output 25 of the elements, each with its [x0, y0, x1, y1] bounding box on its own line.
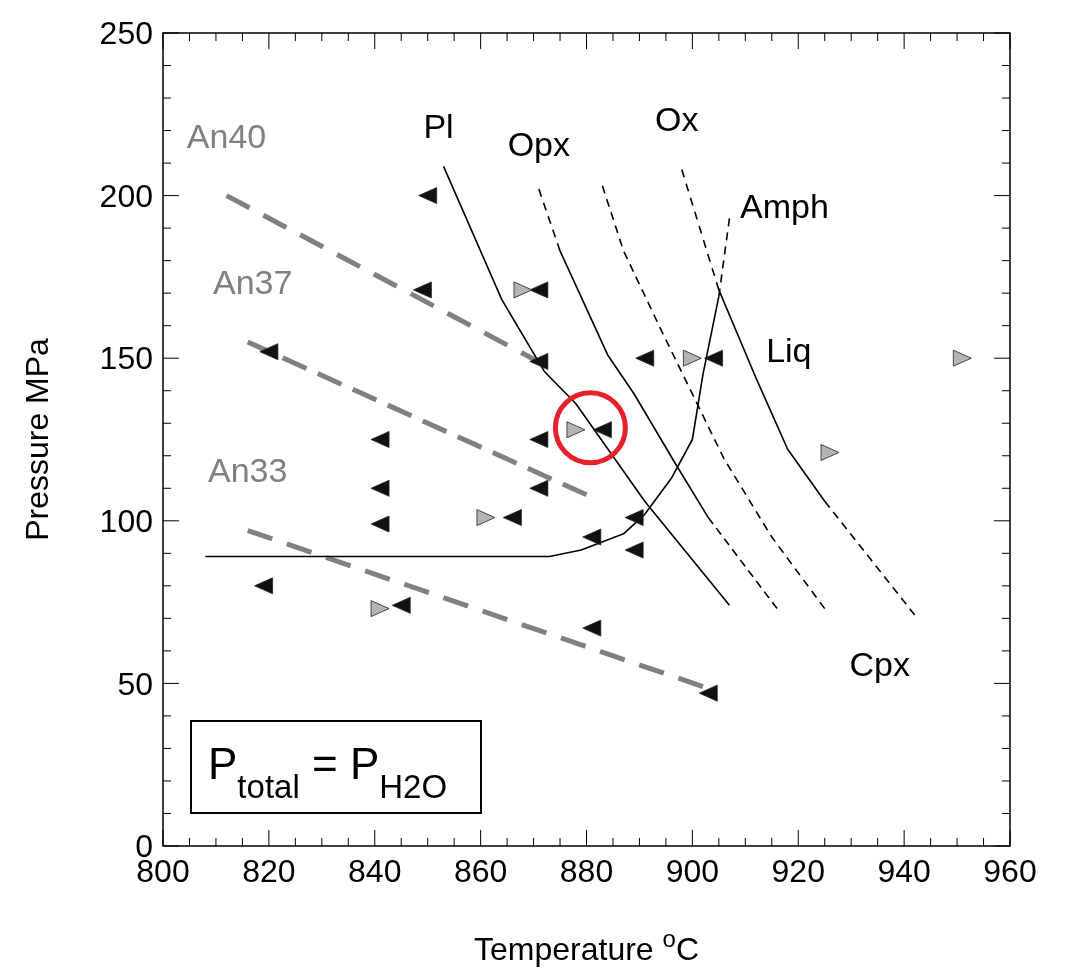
x-tick-label: 900	[665, 853, 720, 889]
annotation: Pl	[423, 107, 454, 146]
annotation: Ox	[655, 100, 699, 139]
y-tick-label: 150	[99, 340, 153, 377]
annotation: An37	[213, 262, 293, 301]
y-tick-label: 50	[117, 665, 153, 702]
annotation: P$_{total}$ = P$_{H2O}$	[208, 739, 448, 805]
x-tick-label: 880	[559, 853, 614, 889]
x-tick-label: 920	[771, 853, 825, 889]
y-tick-label: 100	[99, 503, 153, 539]
annotation: An33	[208, 451, 288, 490]
x-tick-label: 840	[348, 853, 402, 889]
x-tick-label: 860	[453, 853, 508, 889]
annotation: Liq	[766, 330, 812, 369]
x-axis-title: Temperature $^{o}$C	[474, 924, 699, 967]
annotation: An40	[186, 116, 267, 155]
x-tick-label: 940	[877, 853, 931, 889]
x-tick-label: 820	[242, 853, 296, 889]
annotation: Amph	[740, 187, 829, 226]
y-tick-label: 200	[99, 177, 153, 214]
annotation: Opx	[507, 125, 571, 163]
annotation: Cpx	[849, 644, 910, 683]
y-tick-label: 250	[99, 15, 153, 52]
x-tick-label: 960	[983, 853, 1037, 889]
y-axis-title: Pressure MPa	[19, 337, 55, 541]
